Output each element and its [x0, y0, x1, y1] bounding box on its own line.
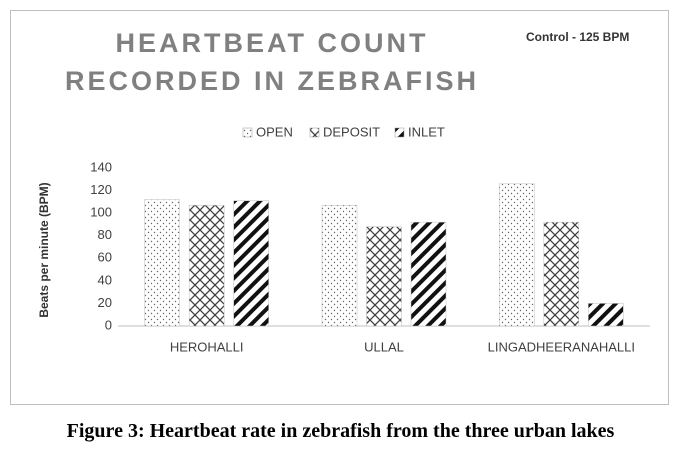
- caption: Figure 3: Heartbeat rate in zebrafish fr…: [66, 420, 615, 442]
- legend-label: OPEN: [256, 124, 293, 139]
- chart-title: HEARTBEAT COUNT RECORDED IN ZEBRAFISH: [64, 28, 479, 96]
- annotation: Control - 125 BPM: [526, 30, 630, 44]
- x-tick-label: HEROHALLI: [170, 339, 244, 354]
- legend-label: DEPOSIT: [323, 124, 380, 139]
- y-tick-label: 80: [98, 227, 112, 242]
- legend-swatch: [394, 127, 405, 138]
- chart: 0 20 40 60 80 100 120 140 Beats per minute (BPM)…: [37, 124, 650, 354]
- x-tick-label: LINGADHEERANAHALLI: [488, 339, 635, 354]
- y-tick-label: 40: [98, 272, 112, 287]
- y-tick-label: 120: [90, 182, 112, 197]
- chart-frame: [10, 10, 669, 405]
- x-tick-label: ULLAL: [364, 339, 404, 354]
- y-tick-label: 20: [98, 295, 112, 310]
- bar: [543, 221, 580, 327]
- bar: [188, 204, 225, 327]
- bar: [321, 204, 358, 327]
- y-tick-label: 140: [90, 159, 112, 174]
- legend-swatch: [242, 127, 253, 138]
- legend-swatch: [309, 127, 320, 138]
- bar: [588, 303, 624, 327]
- bar: [499, 183, 535, 327]
- y-tick-label: 60: [98, 250, 112, 265]
- bar: [410, 221, 447, 327]
- y-tick-label: 100: [90, 205, 112, 220]
- y-tick-label: 0: [105, 317, 112, 332]
- legend-label: INLET: [408, 124, 445, 139]
- bar: [144, 199, 180, 327]
- bar: [366, 226, 402, 327]
- y-axis-label: Beats per minute (BPM): [37, 182, 51, 317]
- bar: [233, 200, 269, 327]
